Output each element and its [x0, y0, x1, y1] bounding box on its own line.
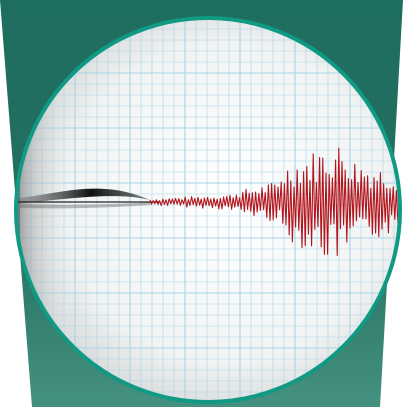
stylus-arm: [18, 188, 150, 204]
stylus-shadow: [20, 202, 152, 209]
seismic-trace: [149, 147, 400, 256]
frame-ring: [14, 16, 402, 404]
seismic-trace-line: [149, 147, 400, 256]
